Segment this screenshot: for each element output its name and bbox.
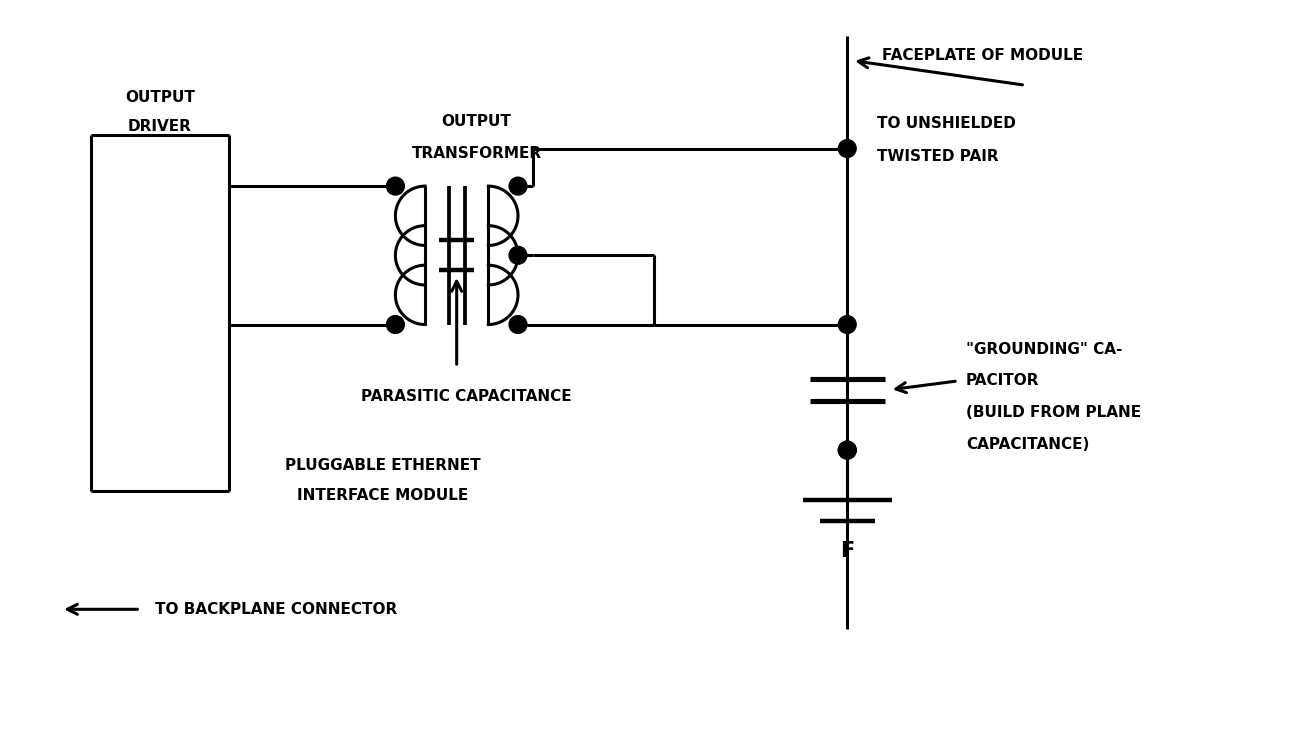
Text: TO BACKPLANE CONNECTOR: TO BACKPLANE CONNECTOR xyxy=(155,602,397,617)
Text: OUTPUT: OUTPUT xyxy=(442,114,512,129)
Text: CAPACITANCE): CAPACITANCE) xyxy=(966,437,1090,452)
Circle shape xyxy=(509,177,527,195)
Text: TO UNSHIELDED: TO UNSHIELDED xyxy=(877,116,1016,131)
Text: TRANSFORMER: TRANSFORMER xyxy=(412,146,542,161)
Circle shape xyxy=(838,441,856,459)
Text: PARASITIC CAPACITANCE: PARASITIC CAPACITANCE xyxy=(361,390,572,404)
Text: PACITOR: PACITOR xyxy=(966,373,1039,388)
Circle shape xyxy=(838,315,856,333)
Circle shape xyxy=(838,139,856,157)
Circle shape xyxy=(838,441,856,459)
Circle shape xyxy=(509,246,527,264)
Circle shape xyxy=(509,315,527,333)
Text: INTERFACE MODULE: INTERFACE MODULE xyxy=(297,488,468,503)
Circle shape xyxy=(387,315,404,333)
Text: F: F xyxy=(840,541,855,561)
Text: "GROUNDING" CA-: "GROUNDING" CA- xyxy=(966,342,1122,357)
Text: FACEPLATE OF MODULE: FACEPLATE OF MODULE xyxy=(882,48,1083,63)
Text: DRIVER: DRIVER xyxy=(129,119,192,134)
Text: PLUGGABLE ETHERNET: PLUGGABLE ETHERNET xyxy=(284,459,481,473)
Text: (BUILD FROM PLANE: (BUILD FROM PLANE xyxy=(966,405,1141,420)
Text: OUTPUT: OUTPUT xyxy=(125,90,195,105)
Text: TWISTED PAIR: TWISTED PAIR xyxy=(877,149,999,164)
Circle shape xyxy=(387,177,404,195)
